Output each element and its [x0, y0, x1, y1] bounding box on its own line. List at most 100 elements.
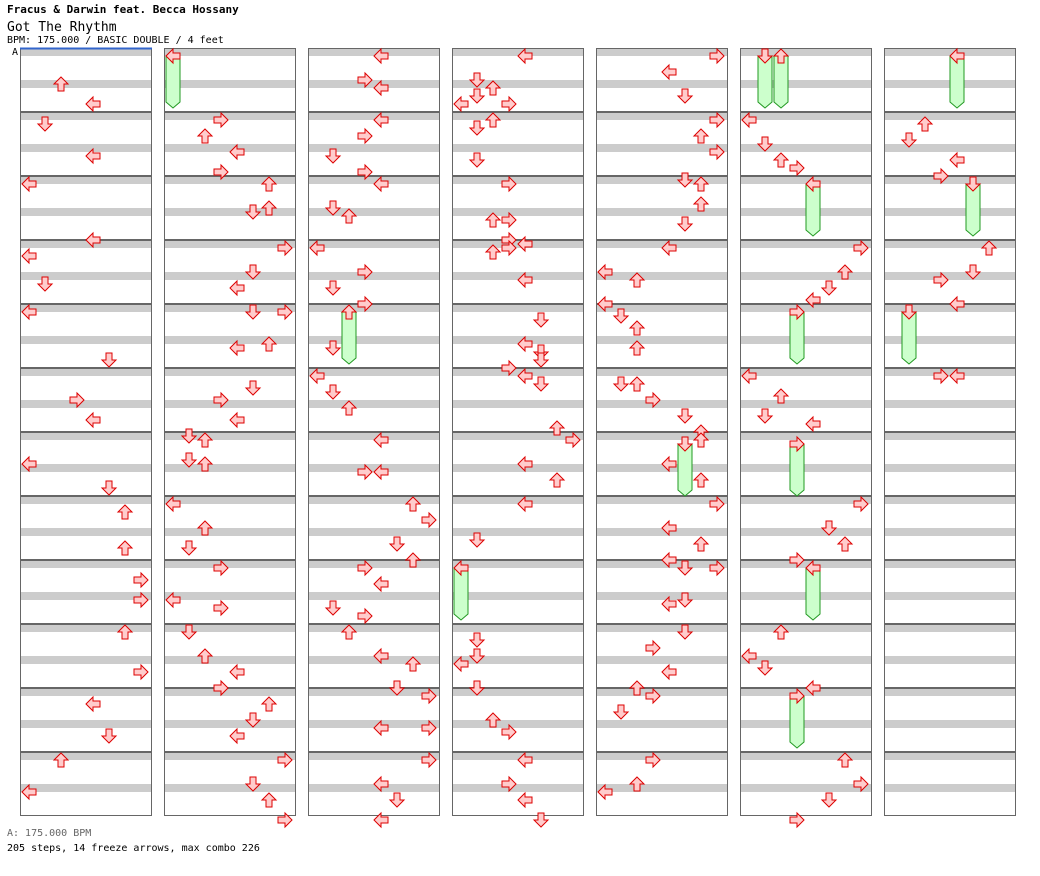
- arrow-down-icon: [324, 600, 342, 616]
- arrow-right-icon: [709, 143, 725, 161]
- arrow-left-icon: [661, 63, 677, 81]
- arrow-up-icon: [404, 656, 422, 672]
- measure: [20, 176, 152, 240]
- arrow-down-icon: [676, 624, 694, 640]
- arrow-left-icon: [517, 235, 533, 253]
- measure: [452, 368, 584, 432]
- arrow-right-icon: [853, 239, 869, 257]
- arrow-right-icon: [645, 391, 661, 409]
- measure: [20, 48, 152, 112]
- arrow-down-icon: [820, 280, 838, 296]
- arrow-left-icon: [85, 695, 101, 713]
- measure: [740, 624, 872, 688]
- arrow-right-icon: [69, 391, 85, 409]
- arrow-up-icon: [628, 272, 646, 288]
- measure: [308, 48, 440, 112]
- arrow-right-icon: [213, 559, 229, 577]
- arrow-up-icon: [484, 80, 502, 96]
- arrow-right-icon: [421, 751, 437, 769]
- arrow-down-icon: [468, 532, 486, 548]
- arrow-left-icon: [85, 231, 101, 249]
- arrow-up-icon: [772, 388, 790, 404]
- arrow-left-icon: [661, 519, 677, 537]
- arrow-down-icon: [324, 148, 342, 164]
- chart-stats: 205 steps, 14 freeze arrows, max combo 2…: [7, 843, 260, 854]
- arrow-right-icon: [213, 163, 229, 181]
- arrow-up-icon: [628, 320, 646, 336]
- arrow-up-icon: [340, 208, 358, 224]
- arrow-up-icon: [692, 128, 710, 144]
- arrow-down-icon: [100, 352, 118, 368]
- measure: [20, 496, 152, 560]
- measure: [164, 176, 296, 240]
- arrow-up-icon: [340, 624, 358, 640]
- freeze-arrow-left: [453, 567, 469, 621]
- arrow-down-icon: [36, 116, 54, 132]
- arrow-left-icon: [741, 647, 757, 665]
- arrow-down-icon: [468, 152, 486, 168]
- arrow-left-icon: [21, 303, 37, 321]
- arrow-down-icon: [676, 216, 694, 232]
- measure: [20, 752, 152, 816]
- arrow-up-icon: [484, 112, 502, 128]
- arrow-down-icon: [468, 72, 486, 88]
- arrow-down-icon: [468, 632, 486, 648]
- arrow-right-icon: [933, 167, 949, 185]
- arrow-up-icon: [116, 540, 134, 556]
- arrow-up-icon: [116, 624, 134, 640]
- arrow-up-icon: [196, 432, 214, 448]
- measure: [740, 496, 872, 560]
- song-title: Got The Rhythm: [7, 20, 117, 35]
- arrow-right-icon: [357, 127, 373, 145]
- measure: [452, 688, 584, 752]
- arrow-right-icon: [277, 811, 293, 829]
- measure: [164, 752, 296, 816]
- measure: [884, 432, 1016, 496]
- arrow-left-icon: [517, 271, 533, 289]
- measure: [164, 368, 296, 432]
- measure: [308, 304, 440, 368]
- measure: [164, 112, 296, 176]
- arrow-up-icon: [628, 340, 646, 356]
- arrow-down-icon: [756, 48, 774, 64]
- measure: [308, 752, 440, 816]
- arrow-down-icon: [180, 428, 198, 444]
- arrow-down-icon: [964, 176, 982, 192]
- freeze-arrow-down: [901, 311, 917, 365]
- arrow-down-icon: [324, 384, 342, 400]
- arrow-left-icon: [21, 455, 37, 473]
- arrow-up-icon: [692, 536, 710, 552]
- arrow-down-icon: [820, 520, 838, 536]
- arrow-left-icon: [517, 751, 533, 769]
- measure: [308, 688, 440, 752]
- arrow-right-icon: [357, 463, 373, 481]
- arrow-up-icon: [692, 472, 710, 488]
- bpm-list: A: 175.000 BPM: [7, 828, 92, 839]
- arrow-right-icon: [421, 511, 437, 529]
- measure: [308, 624, 440, 688]
- arrow-right-icon: [133, 591, 149, 609]
- measure: [740, 688, 872, 752]
- arrow-left-icon: [373, 47, 389, 65]
- measure: [740, 432, 872, 496]
- arrow-up-icon: [548, 420, 566, 436]
- arrow-up-icon: [196, 520, 214, 536]
- arrow-left-icon: [661, 595, 677, 613]
- freeze-arrow-down: [677, 443, 693, 497]
- arrow-right-icon: [501, 175, 517, 193]
- arrow-right-icon: [645, 639, 661, 657]
- measure: [884, 112, 1016, 176]
- arrow-down-icon: [532, 376, 550, 392]
- arrow-right-icon: [789, 811, 805, 829]
- song-artist: Fracus & Darwin feat. Becca Hossany: [7, 3, 239, 16]
- arrow-up-icon: [404, 552, 422, 568]
- measure: [452, 752, 584, 816]
- arrow-left-icon: [517, 335, 533, 353]
- arrow-right-icon: [645, 751, 661, 769]
- arrow-left-icon: [805, 559, 821, 577]
- arrow-up-icon: [692, 196, 710, 212]
- arrow-left-icon: [453, 559, 469, 577]
- arrow-up-icon: [484, 712, 502, 728]
- arrow-right-icon: [501, 95, 517, 113]
- measure: [164, 432, 296, 496]
